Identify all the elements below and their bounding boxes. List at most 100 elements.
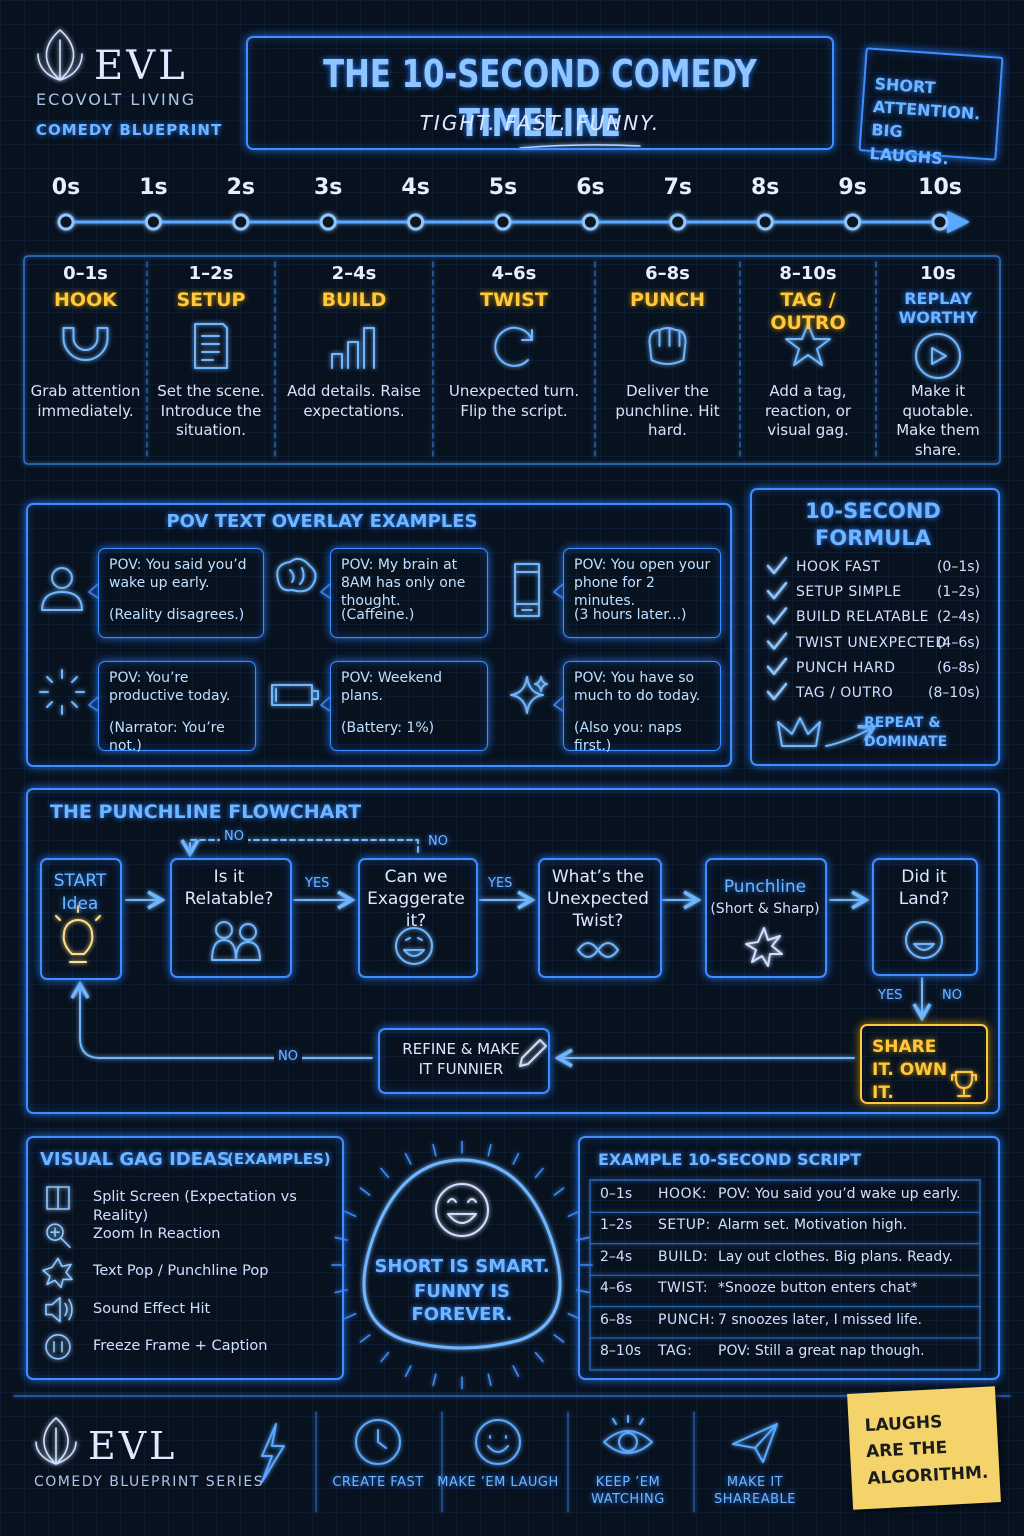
stage-desc: Add a tag, reaction, or visual gag.	[764, 382, 852, 439]
curve-arrow	[825, 724, 877, 747]
node-start-sub: Idea	[61, 894, 99, 914]
formula-step: TAG / OUTRO	[796, 685, 894, 701]
formula-step: BUILD RELATABLE	[796, 609, 929, 626]
badge-ray	[567, 1312, 580, 1320]
stage-time: 0–1s	[63, 263, 108, 284]
people-icon	[239, 923, 257, 941]
bubble-tail	[88, 696, 99, 712]
timeline-tick: 6s	[576, 175, 605, 200]
gag-icon	[46, 1223, 71, 1248]
node-punchline-sub: (Short & Sharp)	[710, 901, 820, 917]
badge-ray	[534, 1167, 544, 1179]
script-text: 7 snoozes later, I missed life.	[718, 1311, 923, 1328]
edge-label: NO	[274, 1049, 302, 1066]
script-label: SETUP:	[658, 1217, 711, 1234]
badge-ray	[534, 1351, 544, 1363]
timeline-tick: 7s	[663, 175, 692, 200]
pov-note: (3 hours later...)	[574, 607, 687, 623]
badge-ray	[432, 1373, 437, 1387]
infinity-icon	[577, 942, 619, 958]
badge-ray	[487, 1373, 492, 1387]
timeline-tick: 2s	[226, 175, 255, 200]
badge-ray	[344, 1210, 357, 1218]
pov-icon	[271, 684, 319, 706]
pov-text: POV: You open your phone for 2 minutes.	[574, 557, 711, 610]
node-start	[40, 858, 122, 980]
pov-bubble	[98, 661, 256, 751]
check	[766, 682, 788, 701]
stage-icon	[648, 327, 687, 365]
edge-label: NO	[428, 834, 448, 849]
formula-time: (2–4s)	[936, 609, 980, 626]
pov-text: POV: Weekend plans.	[341, 670, 443, 705]
node-text: Can we Exaggerate it?	[367, 867, 465, 932]
pov-text: POV: You said you’d wake up early.	[109, 557, 247, 592]
flow-panel	[26, 788, 1000, 1114]
check	[766, 556, 788, 575]
timeline-node	[931, 213, 949, 231]
badge-ray	[512, 1152, 520, 1165]
bubble-tail	[553, 696, 564, 712]
bubble-tail	[320, 583, 331, 599]
check	[766, 657, 788, 676]
pov-note: (Battery: 1%)	[341, 720, 435, 736]
node-start-title: START	[53, 871, 107, 891]
footer-series: COMEDY BLUEPRINT SERIES	[34, 1474, 265, 1490]
timeline-head	[947, 211, 969, 233]
pov-note: (Caffeine.)	[341, 607, 415, 623]
badge-ray	[334, 1289, 348, 1294]
gag-item: Sound Effect Hit	[93, 1300, 211, 1317]
pov-note: (Narrator: You’re not.)	[109, 720, 225, 755]
badge-ray	[359, 1187, 371, 1196]
stage-name: REPLAY WORTHY	[898, 289, 978, 328]
pov-text: POV: You’re productive today.	[109, 670, 231, 705]
check	[766, 632, 788, 650]
timeline-node	[319, 213, 337, 231]
pov-bubble	[563, 548, 721, 638]
gag-icon	[45, 1296, 73, 1323]
people-icon	[215, 921, 233, 939]
pov-text: POV: My brain at 8AM has only one though…	[341, 557, 466, 610]
gag-item: Freeze Frame + Caption	[93, 1337, 268, 1354]
node-land	[872, 858, 978, 976]
stage-icon	[331, 327, 375, 369]
footer-icon	[603, 1415, 653, 1454]
timeline-tick: 0s	[51, 175, 81, 200]
gags-panel	[26, 1136, 344, 1380]
script-text: POV: You said you’d wake up early.	[718, 1186, 961, 1202]
subtitle-underline	[519, 144, 641, 149]
pov-bubble	[330, 661, 488, 751]
bolt	[261, 1423, 285, 1483]
timeline-node	[232, 213, 250, 231]
pov-panel	[26, 503, 732, 767]
timeline-tick: 3s	[313, 175, 343, 200]
footer-action: KEEP ’EM WATCHING	[591, 1475, 665, 1507]
stage-time: 8–10s	[779, 263, 837, 284]
edge-label: NO	[942, 988, 962, 1003]
stage-name: SETUP	[176, 289, 246, 311]
footer-action: MAKE IT SHAREABLE	[714, 1475, 796, 1507]
timeline-tick: 8s	[750, 175, 780, 200]
badge-blob	[362, 1158, 562, 1350]
node-exaggerate	[358, 858, 478, 978]
stage-time: 6–8s	[645, 263, 690, 284]
timeline-node	[494, 213, 512, 231]
badge-ray	[344, 1312, 357, 1320]
stage-name: TWIST	[480, 289, 548, 311]
logo-mark: EVL	[94, 43, 188, 89]
script-label: PUNCH:	[658, 1311, 716, 1328]
pov-bubble	[563, 661, 721, 751]
edge-label: YES	[305, 876, 330, 891]
pencil	[519, 1039, 547, 1067]
pov-note: (Reality disagrees.)	[109, 607, 245, 623]
stage-name: BUILD	[321, 289, 387, 311]
node-text: What’s the Unexpected Twist?	[547, 867, 649, 932]
script-label: TAG:	[658, 1343, 693, 1359]
stage-desc: Make it quotable. Make them share.	[896, 382, 980, 459]
badge-text: FUNNY IS FOREVER.	[411, 1281, 513, 1326]
stage-icon	[194, 323, 228, 369]
gag-item: Text Pop / Punchline Pop	[93, 1263, 269, 1280]
laugh-icon	[913, 943, 935, 951]
node-relatable	[170, 858, 292, 978]
